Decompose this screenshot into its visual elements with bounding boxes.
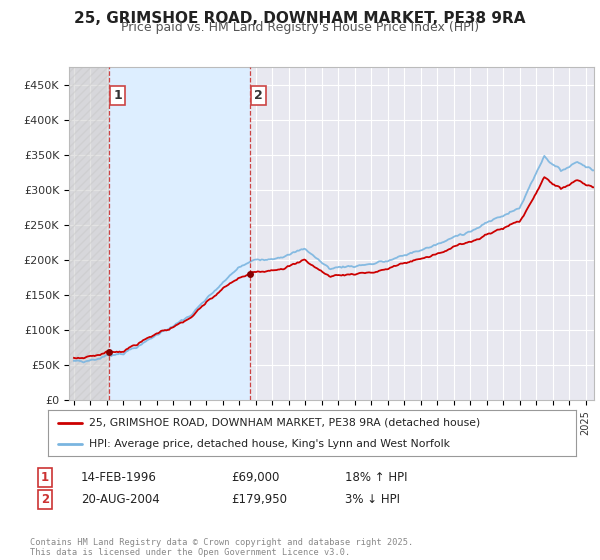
Text: 2: 2	[254, 89, 262, 102]
Text: 3% ↓ HPI: 3% ↓ HPI	[345, 493, 400, 506]
Text: 25, GRIMSHOE ROAD, DOWNHAM MARKET, PE38 9RA: 25, GRIMSHOE ROAD, DOWNHAM MARKET, PE38 …	[74, 11, 526, 26]
Text: Contains HM Land Registry data © Crown copyright and database right 2025.
This d: Contains HM Land Registry data © Crown c…	[30, 538, 413, 557]
Text: 25, GRIMSHOE ROAD, DOWNHAM MARKET, PE38 9RA (detached house): 25, GRIMSHOE ROAD, DOWNHAM MARKET, PE38 …	[89, 418, 480, 428]
Text: Price paid vs. HM Land Registry's House Price Index (HPI): Price paid vs. HM Land Registry's House …	[121, 21, 479, 34]
Text: £179,950: £179,950	[231, 493, 287, 506]
Text: 14-FEB-1996: 14-FEB-1996	[81, 471, 157, 484]
Text: 20-AUG-2004: 20-AUG-2004	[81, 493, 160, 506]
Bar	[69, 67, 109, 400]
Text: £69,000: £69,000	[231, 471, 280, 484]
Text: 18% ↑ HPI: 18% ↑ HPI	[345, 471, 407, 484]
Text: 1: 1	[113, 89, 122, 102]
Text: HPI: Average price, detached house, King's Lynn and West Norfolk: HPI: Average price, detached house, King…	[89, 439, 449, 449]
Text: 1: 1	[41, 471, 49, 484]
Text: 2: 2	[41, 493, 49, 506]
Bar	[109, 67, 250, 400]
